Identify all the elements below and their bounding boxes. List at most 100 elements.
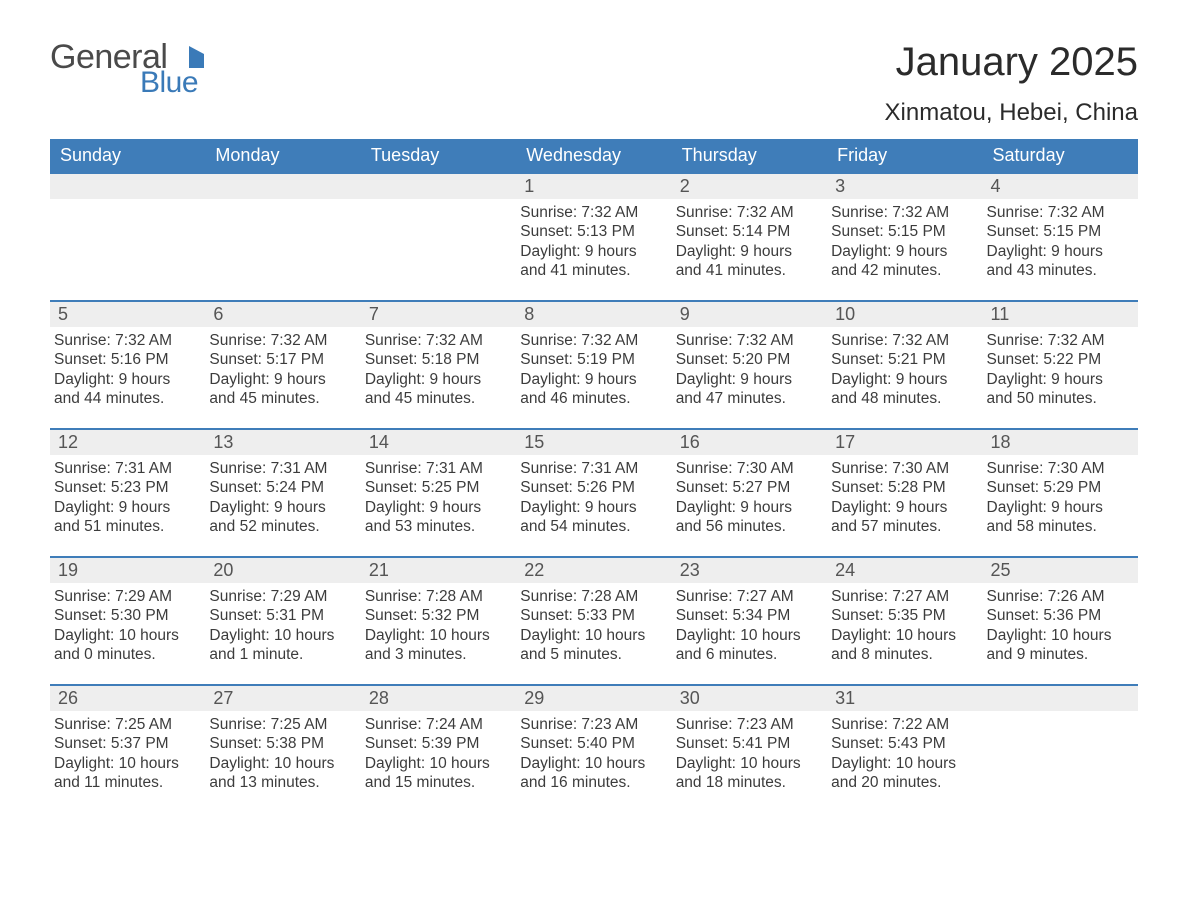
calendar-day-cell: 2Sunrise: 7:32 AMSunset: 5:14 PMDaylight… (672, 172, 827, 300)
sunrise-line: Sunrise: 7:27 AM (831, 587, 974, 606)
calendar-table: SundayMondayTuesdayWednesdayThursdayFrid… (50, 139, 1138, 812)
sunrise-line: Sunrise: 7:26 AM (987, 587, 1130, 606)
daylight-line: Daylight: 10 hours and 8 minutes. (831, 626, 974, 665)
sunset-line: Sunset: 5:19 PM (520, 350, 663, 369)
daylight-line: Daylight: 10 hours and 6 minutes. (676, 626, 819, 665)
day-details: Sunrise: 7:22 AMSunset: 5:43 PMDaylight:… (827, 711, 982, 793)
sunset-line: Sunset: 5:40 PM (520, 734, 663, 753)
day-number: 23 (672, 556, 827, 583)
day-number: 30 (672, 684, 827, 711)
calendar-day-cell: 17Sunrise: 7:30 AMSunset: 5:28 PMDayligh… (827, 428, 982, 556)
sunrise-line: Sunrise: 7:32 AM (987, 203, 1130, 222)
sunset-line: Sunset: 5:41 PM (676, 734, 819, 753)
sunset-line: Sunset: 5:28 PM (831, 478, 974, 497)
sunrise-line: Sunrise: 7:28 AM (365, 587, 508, 606)
day-number: 28 (361, 684, 516, 711)
sunset-line: Sunset: 5:31 PM (209, 606, 352, 625)
sunset-line: Sunset: 5:20 PM (676, 350, 819, 369)
day-details: Sunrise: 7:32 AMSunset: 5:19 PMDaylight:… (516, 327, 671, 409)
day-details: Sunrise: 7:25 AMSunset: 5:38 PMDaylight:… (205, 711, 360, 793)
day-details: Sunrise: 7:32 AMSunset: 5:13 PMDaylight:… (516, 199, 671, 281)
day-number: 11 (983, 300, 1138, 327)
calendar-day-cell: 31Sunrise: 7:22 AMSunset: 5:43 PMDayligh… (827, 684, 982, 812)
calendar-day-cell: 12Sunrise: 7:31 AMSunset: 5:23 PMDayligh… (50, 428, 205, 556)
sunset-line: Sunset: 5:37 PM (54, 734, 197, 753)
day-number: 14 (361, 428, 516, 455)
sunset-line: Sunset: 5:15 PM (831, 222, 974, 241)
sunrise-line: Sunrise: 7:32 AM (831, 203, 974, 222)
daylight-line: Daylight: 9 hours and 45 minutes. (365, 370, 508, 409)
sunrise-line: Sunrise: 7:31 AM (365, 459, 508, 478)
sunset-line: Sunset: 5:38 PM (209, 734, 352, 753)
daylight-line: Daylight: 9 hours and 56 minutes. (676, 498, 819, 537)
title-block: January 2025 Xinmatou, Hebei, China (885, 40, 1138, 127)
day-number: 29 (516, 684, 671, 711)
calendar-day-cell: 19Sunrise: 7:29 AMSunset: 5:30 PMDayligh… (50, 556, 205, 684)
day-number: 22 (516, 556, 671, 583)
daylight-line: Daylight: 9 hours and 43 minutes. (987, 242, 1130, 281)
calendar-header-row: SundayMondayTuesdayWednesdayThursdayFrid… (50, 139, 1138, 172)
header: General Blue January 2025 Xinmatou, Hebe… (50, 40, 1138, 127)
day-number: 19 (50, 556, 205, 583)
day-details: Sunrise: 7:32 AMSunset: 5:20 PMDaylight:… (672, 327, 827, 409)
daylight-line: Daylight: 9 hours and 51 minutes. (54, 498, 197, 537)
day-number: 9 (672, 300, 827, 327)
sunrise-line: Sunrise: 7:31 AM (209, 459, 352, 478)
sunrise-line: Sunrise: 7:32 AM (831, 331, 974, 350)
calendar-week: 19Sunrise: 7:29 AMSunset: 5:30 PMDayligh… (50, 556, 1138, 684)
calendar-day-cell: 22Sunrise: 7:28 AMSunset: 5:33 PMDayligh… (516, 556, 671, 684)
sunset-line: Sunset: 5:36 PM (987, 606, 1130, 625)
day-number: 13 (205, 428, 360, 455)
calendar-day-cell: 11Sunrise: 7:32 AMSunset: 5:22 PMDayligh… (983, 300, 1138, 428)
day-details: Sunrise: 7:24 AMSunset: 5:39 PMDaylight:… (361, 711, 516, 793)
day-details: Sunrise: 7:32 AMSunset: 5:21 PMDaylight:… (827, 327, 982, 409)
sunrise-line: Sunrise: 7:30 AM (676, 459, 819, 478)
day-details: Sunrise: 7:31 AMSunset: 5:24 PMDaylight:… (205, 455, 360, 537)
day-details: Sunrise: 7:28 AMSunset: 5:33 PMDaylight:… (516, 583, 671, 665)
sunset-line: Sunset: 5:27 PM (676, 478, 819, 497)
day-number: 12 (50, 428, 205, 455)
day-number (983, 684, 1138, 711)
day-number: 20 (205, 556, 360, 583)
day-details: Sunrise: 7:32 AMSunset: 5:15 PMDaylight:… (983, 199, 1138, 281)
calendar-day-cell: 4Sunrise: 7:32 AMSunset: 5:15 PMDaylight… (983, 172, 1138, 300)
day-number: 2 (672, 172, 827, 199)
calendar-day-cell: 9Sunrise: 7:32 AMSunset: 5:20 PMDaylight… (672, 300, 827, 428)
location-label: Xinmatou, Hebei, China (885, 99, 1138, 127)
daylight-line: Daylight: 9 hours and 42 minutes. (831, 242, 974, 281)
day-details: Sunrise: 7:31 AMSunset: 5:25 PMDaylight:… (361, 455, 516, 537)
calendar-day-cell: 25Sunrise: 7:26 AMSunset: 5:36 PMDayligh… (983, 556, 1138, 684)
calendar-week: 1Sunrise: 7:32 AMSunset: 5:13 PMDaylight… (50, 172, 1138, 300)
daylight-line: Daylight: 9 hours and 53 minutes. (365, 498, 508, 537)
sunset-line: Sunset: 5:24 PM (209, 478, 352, 497)
daylight-line: Daylight: 9 hours and 47 minutes. (676, 370, 819, 409)
daylight-line: Daylight: 10 hours and 18 minutes. (676, 754, 819, 793)
weekday-header: Sunday (50, 139, 205, 172)
day-number: 8 (516, 300, 671, 327)
sunset-line: Sunset: 5:32 PM (365, 606, 508, 625)
calendar-day-cell: 30Sunrise: 7:23 AMSunset: 5:41 PMDayligh… (672, 684, 827, 812)
calendar-day-cell: 5Sunrise: 7:32 AMSunset: 5:16 PMDaylight… (50, 300, 205, 428)
calendar-day-cell: 14Sunrise: 7:31 AMSunset: 5:25 PMDayligh… (361, 428, 516, 556)
day-details: Sunrise: 7:30 AMSunset: 5:28 PMDaylight:… (827, 455, 982, 537)
day-details: Sunrise: 7:32 AMSunset: 5:18 PMDaylight:… (361, 327, 516, 409)
sunrise-line: Sunrise: 7:22 AM (831, 715, 974, 734)
day-details: Sunrise: 7:32 AMSunset: 5:15 PMDaylight:… (827, 199, 982, 281)
calendar-week: 5Sunrise: 7:32 AMSunset: 5:16 PMDaylight… (50, 300, 1138, 428)
weekday-header: Saturday (983, 139, 1138, 172)
calendar-day-cell: 6Sunrise: 7:32 AMSunset: 5:17 PMDaylight… (205, 300, 360, 428)
daylight-line: Daylight: 9 hours and 54 minutes. (520, 498, 663, 537)
daylight-line: Daylight: 10 hours and 9 minutes. (987, 626, 1130, 665)
sunset-line: Sunset: 5:23 PM (54, 478, 197, 497)
day-number: 26 (50, 684, 205, 711)
day-details: Sunrise: 7:32 AMSunset: 5:22 PMDaylight:… (983, 327, 1138, 409)
day-details: Sunrise: 7:32 AMSunset: 5:17 PMDaylight:… (205, 327, 360, 409)
day-details: Sunrise: 7:28 AMSunset: 5:32 PMDaylight:… (361, 583, 516, 665)
day-details: Sunrise: 7:30 AMSunset: 5:27 PMDaylight:… (672, 455, 827, 537)
sunrise-line: Sunrise: 7:23 AM (520, 715, 663, 734)
daylight-line: Daylight: 10 hours and 1 minute. (209, 626, 352, 665)
sunrise-line: Sunrise: 7:27 AM (676, 587, 819, 606)
day-details: Sunrise: 7:25 AMSunset: 5:37 PMDaylight:… (50, 711, 205, 793)
calendar-day-cell: 26Sunrise: 7:25 AMSunset: 5:37 PMDayligh… (50, 684, 205, 812)
sunrise-line: Sunrise: 7:32 AM (676, 203, 819, 222)
